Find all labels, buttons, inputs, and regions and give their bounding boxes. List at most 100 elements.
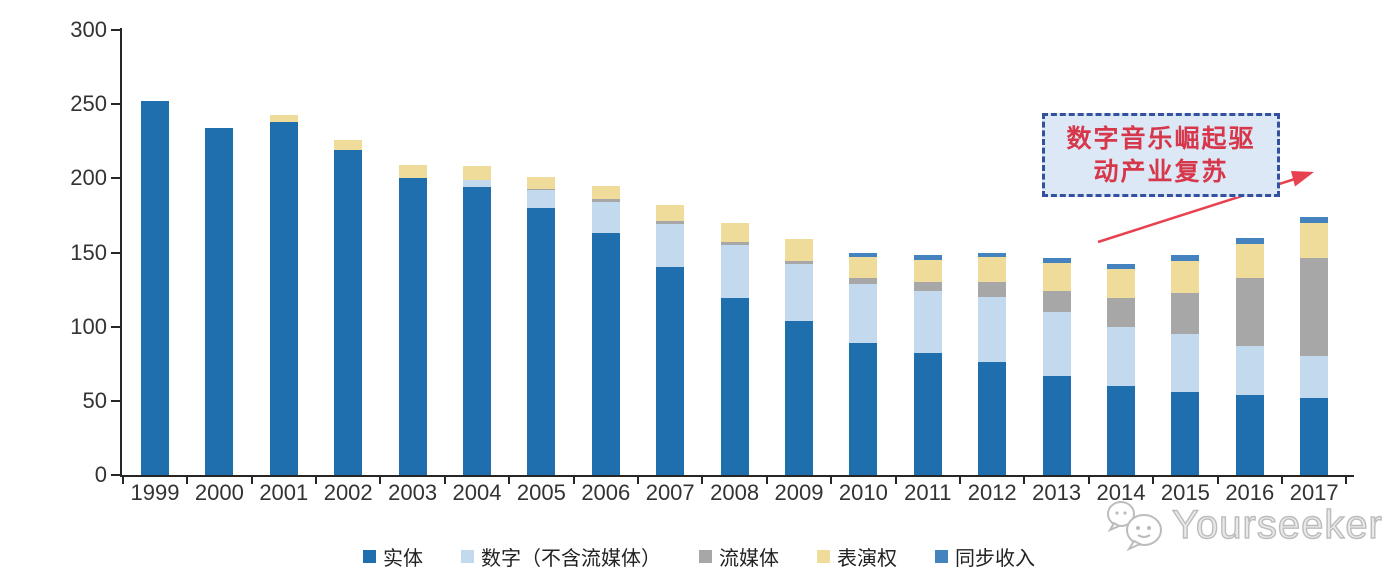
bar-segment <box>141 101 169 475</box>
x-axis-line <box>120 475 1354 477</box>
bar-segment <box>1042 291 1071 312</box>
x-tick-label: 2006 <box>581 480 631 505</box>
x-tick-label: 2007 <box>645 480 695 505</box>
y-tick-mark <box>111 103 121 106</box>
annotation-text-line1: 数字音乐崛起驱 <box>1066 124 1256 153</box>
x-tick-mark <box>1152 476 1155 484</box>
bar-segment <box>527 188 556 191</box>
x-tick-mark <box>1023 476 1026 484</box>
bar-segment <box>978 362 1007 475</box>
bar-segment <box>1107 386 1135 475</box>
x-tick-label: 1999 <box>130 480 180 505</box>
bar-segment <box>1235 394 1264 475</box>
x-tick-label: 2008 <box>710 480 760 505</box>
x-tick-label: 2005 <box>516 480 566 505</box>
legend-label: 同步收入 <box>955 548 1035 570</box>
bar-segment <box>1171 261 1200 293</box>
x-tick-mark <box>1216 476 1219 484</box>
bar-segment <box>978 282 1007 297</box>
y-tick-label: 50 <box>82 387 107 413</box>
bar-segment <box>785 261 813 265</box>
x-tick-label: 2001 <box>259 480 309 505</box>
legend-swatch <box>363 550 376 563</box>
legend-label: 流媒体 <box>719 548 779 570</box>
bar-segment <box>1300 222 1329 259</box>
bar-segment <box>1235 237 1264 244</box>
y-tick-mark <box>111 474 121 476</box>
bar-segment <box>1171 334 1200 392</box>
y-tick-label: 100 <box>70 313 107 339</box>
bar-segment <box>591 233 620 475</box>
legend-label: 实体 <box>383 548 423 570</box>
x-tick-mark <box>894 476 897 484</box>
y-tick-mark <box>111 325 121 328</box>
y-tick-mark <box>111 177 121 180</box>
y-tick-mark <box>111 399 121 402</box>
watermark-text: Yourseeker <box>1171 502 1383 547</box>
bar-segment <box>1042 311 1071 376</box>
bar-segment <box>334 150 363 475</box>
bar-segment <box>1171 292 1200 335</box>
bar-segment <box>1300 258 1329 357</box>
speech-bubble-smiley-icon <box>1107 501 1162 552</box>
bar-segment <box>656 267 685 475</box>
bar-segment <box>1042 262 1071 292</box>
bar-segment <box>913 291 942 354</box>
bar-segment <box>463 187 491 475</box>
bar-segment <box>720 298 749 475</box>
y-tick-label: 200 <box>70 165 107 191</box>
x-tick-mark <box>379 476 382 484</box>
x-tick-label: 2015 <box>1160 480 1210 505</box>
bar-segment <box>591 199 620 203</box>
bar-segment <box>463 179 491 188</box>
y-tick-mark <box>111 251 121 254</box>
bar-segment <box>978 256 1007 283</box>
bar-segment <box>591 185 620 200</box>
bar-segment <box>269 121 298 475</box>
bar-segment <box>849 256 878 278</box>
bar-segment <box>785 264 813 321</box>
x-tick-label: 2014 <box>1096 480 1146 505</box>
x-tick-label: 2000 <box>194 480 244 505</box>
legend-swatch <box>699 550 712 563</box>
bar-segment <box>1171 391 1200 475</box>
bar-segment <box>591 202 620 234</box>
x-tick-mark <box>508 476 511 484</box>
bar-segment <box>1235 345 1264 395</box>
x-tick-mark <box>701 476 704 484</box>
bar-segment <box>1300 356 1329 398</box>
x-tick-mark <box>637 476 639 484</box>
x-tick-label: 2013 <box>1032 480 1082 505</box>
bar-segment <box>269 114 298 122</box>
legend-item: 实体 <box>363 542 423 571</box>
x-tick-label: 2012 <box>967 480 1017 505</box>
bar-segment <box>334 139 363 151</box>
x-tick-label: 2009 <box>774 480 824 505</box>
bar-segment <box>656 224 685 268</box>
bar-segment <box>1171 255 1200 262</box>
x-tick-mark <box>1281 476 1283 484</box>
bar-segment <box>913 255 942 260</box>
annotation-callout: 数字音乐崛起驱 动产业复苏 <box>1042 113 1280 197</box>
legend-item: 流媒体 <box>699 542 779 571</box>
bar-segment <box>398 178 427 475</box>
bar-segment <box>978 297 1007 363</box>
bar-segment <box>1107 268 1135 299</box>
legend-item: 表演权 <box>817 542 897 571</box>
x-tick-mark <box>830 476 833 484</box>
legend-label: 数字（不含流媒体） <box>481 548 661 570</box>
chart-legend: 实体 数字（不含流媒体） 流媒体 表演权 同步收入 <box>0 542 1398 571</box>
x-tick-label: 2017 <box>1289 480 1339 505</box>
bar-segment <box>1107 326 1135 386</box>
y-tick-label: 150 <box>70 239 107 265</box>
bar-segment <box>913 353 942 475</box>
bar-segment <box>720 222 749 243</box>
x-tick-mark <box>186 476 189 484</box>
y-axis-line <box>120 28 122 477</box>
x-tick-mark <box>1087 476 1090 484</box>
watermark: Yourseeker <box>1104 497 1383 553</box>
x-tick-mark <box>121 476 124 484</box>
bar-segment <box>849 277 878 284</box>
x-tick-label: 2003 <box>388 480 438 505</box>
bar-segment <box>1235 277 1264 346</box>
